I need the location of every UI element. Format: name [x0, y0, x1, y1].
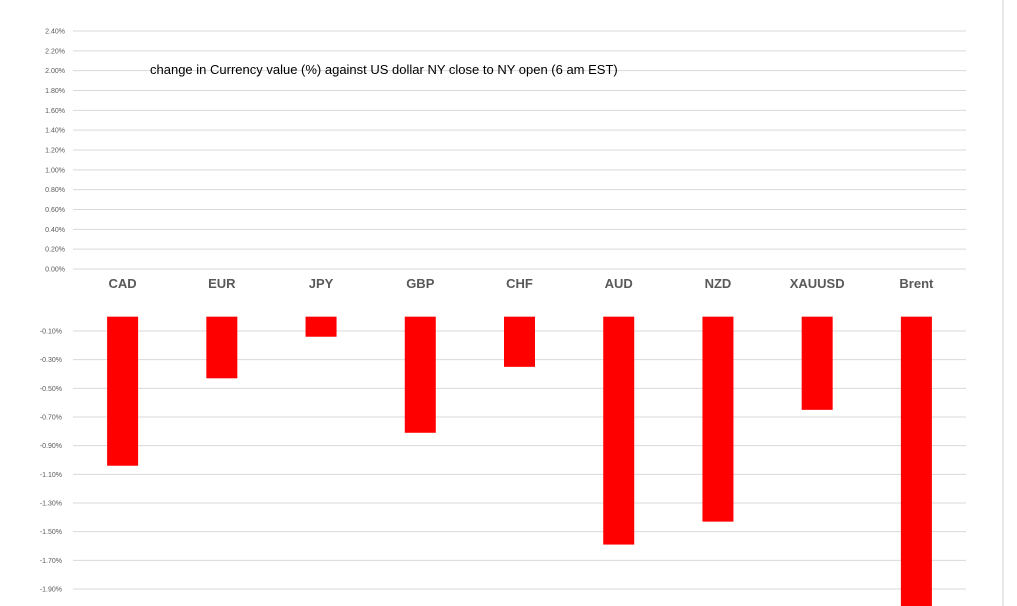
bar-gbp [404, 316, 436, 433]
y-tick-label: -0.90% [40, 443, 62, 450]
gridlines [73, 30, 966, 590]
y-tick-label: 2.00% [45, 68, 65, 75]
bar-nzd [702, 316, 734, 522]
y-tick-label: 0.60% [45, 207, 65, 214]
y-tick-label: -1.90% [40, 587, 62, 594]
y-tick-label: 1.20% [45, 148, 65, 155]
y-tick-label: -0.70% [40, 415, 62, 422]
category-label: XAUUSD [790, 276, 845, 291]
chart-title: change in Currency value (%) against US … [150, 62, 618, 77]
bar-xauusd [801, 316, 833, 410]
y-tick-label: 0.20% [45, 247, 65, 254]
category-label: AUD [605, 276, 633, 291]
y-tick-label: 2.20% [45, 48, 65, 55]
category-label: JPY [309, 276, 334, 291]
category-label: GBP [406, 276, 435, 291]
y-tick-label: 1.40% [45, 128, 65, 135]
y-tick-label: 0.40% [45, 227, 65, 234]
y-tick-label: -0.30% [40, 357, 62, 364]
bar-eur [206, 316, 238, 379]
bar-jpy [305, 316, 337, 337]
y-axis-tick-labels: 2.40% 2.20% 2.00% 1.80% 1.60% 1.40% 1.20% 1.00%… [40, 29, 65, 594]
bars [107, 316, 932, 606]
category-label: NZD [705, 276, 732, 291]
y-tick-label: -1.70% [40, 558, 62, 565]
bar-aud [603, 316, 635, 545]
y-tick-label: -1.50% [40, 529, 62, 536]
bar-brent [900, 316, 932, 606]
y-tick-label: 1.00% [45, 167, 65, 174]
bar-chf [504, 316, 535, 367]
category-label: CAD [109, 276, 137, 291]
y-tick-label: 2.40% [45, 29, 65, 36]
category-labels: CAD EUR JPY GBP CHF AUD NZD XAUUSD Brent [109, 276, 935, 291]
category-label: Brent [899, 276, 934, 291]
y-tick-label: -0.50% [40, 386, 62, 393]
y-tick-label: 0.00% [45, 267, 65, 274]
category-label: CHF [506, 276, 533, 291]
y-tick-label: -1.30% [40, 501, 62, 508]
y-tick-label: -1.10% [40, 472, 62, 479]
y-tick-label: 1.60% [45, 108, 65, 115]
y-tick-label: -0.10% [40, 329, 62, 336]
y-tick-label: 1.80% [45, 88, 65, 95]
y-tick-label: 0.80% [45, 187, 65, 194]
category-label: EUR [208, 276, 236, 291]
bar-cad [107, 316, 139, 466]
